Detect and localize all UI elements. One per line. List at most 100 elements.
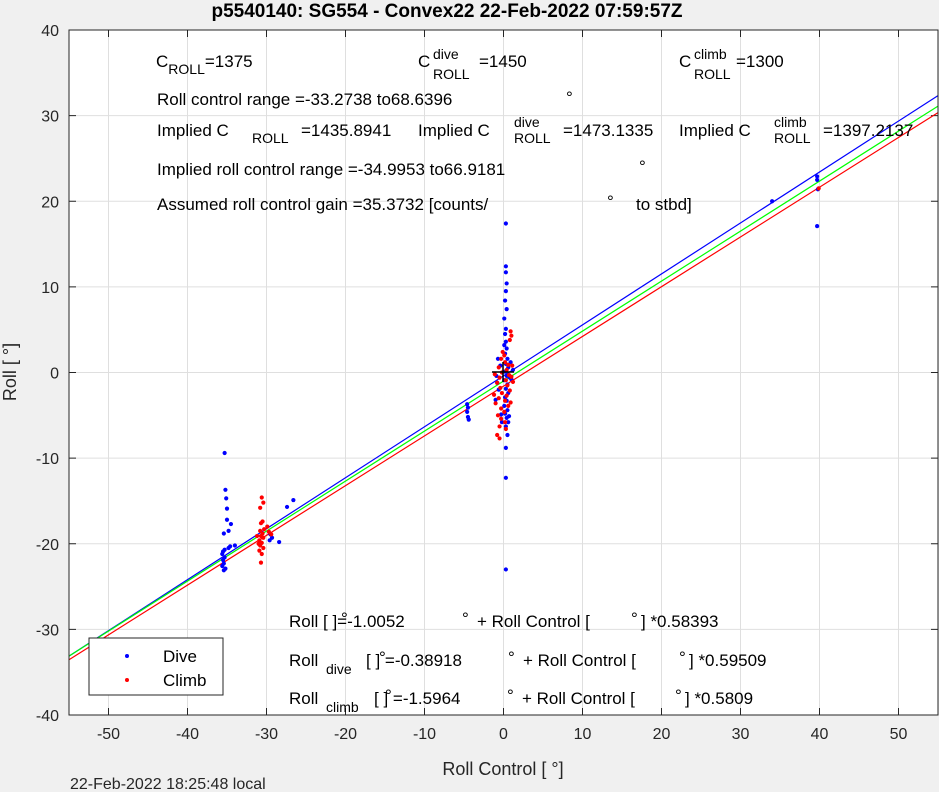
climb-point bbox=[510, 379, 516, 385]
svg-text:Roll control range =-33.2738 t: Roll control range =-33.2738 to68.6396 bbox=[157, 90, 452, 109]
svg-text:Assumed roll control gain =35.: Assumed roll control gain =35.3732 [coun… bbox=[157, 195, 489, 214]
svg-text:=1435.8941: =1435.8941 bbox=[301, 121, 391, 140]
legend-climb-marker bbox=[125, 678, 129, 682]
x-tick-label: 10 bbox=[574, 726, 592, 743]
data-points bbox=[220, 174, 821, 573]
x-tick-label: -30 bbox=[255, 726, 278, 743]
svg-text:dive: dive bbox=[514, 114, 540, 130]
dive-point bbox=[505, 408, 510, 413]
climb-point bbox=[509, 374, 514, 379]
svg-text:°: ° bbox=[607, 192, 614, 211]
svg-text:Implied C: Implied C bbox=[418, 121, 490, 140]
svg-text:climb: climb bbox=[694, 46, 727, 62]
x-tick-label: 20 bbox=[653, 726, 671, 743]
dive-point bbox=[224, 517, 230, 522]
climb-point bbox=[500, 349, 505, 355]
svg-text:C: C bbox=[418, 52, 430, 71]
calibration-annotations: CROLL=1375 C dive ROLL =1450 C climb ROL… bbox=[156, 46, 913, 214]
svg-text:ROLL: ROLL bbox=[433, 66, 470, 82]
climb-point bbox=[495, 380, 500, 385]
climb-point bbox=[269, 532, 274, 537]
dive-point bbox=[499, 420, 505, 425]
x-tick-label: -40 bbox=[176, 726, 199, 743]
dive-point bbox=[506, 414, 512, 419]
x-tick-label: -10 bbox=[413, 726, 436, 743]
dive-point bbox=[465, 405, 471, 410]
svg-text:°: ° bbox=[566, 88, 573, 107]
x-tick-label: 50 bbox=[890, 726, 908, 743]
climb-point bbox=[258, 560, 264, 565]
legend-dive-marker bbox=[125, 654, 129, 658]
climb-point bbox=[497, 375, 502, 380]
svg-text:dive: dive bbox=[326, 661, 352, 677]
dive-point bbox=[495, 356, 501, 361]
climb-point bbox=[261, 545, 266, 551]
dive-point bbox=[502, 403, 507, 408]
dive-point bbox=[220, 563, 225, 569]
dive-point bbox=[510, 367, 516, 373]
dive-point bbox=[465, 409, 470, 414]
climb-point bbox=[259, 551, 264, 557]
dive-point bbox=[503, 326, 508, 331]
svg-text:climb: climb bbox=[326, 699, 359, 715]
y-tick-label: 30 bbox=[41, 109, 59, 126]
climb-point bbox=[502, 420, 508, 425]
dive-point bbox=[504, 307, 509, 312]
origin-marker bbox=[492, 362, 514, 382]
svg-text:Roll: Roll bbox=[289, 651, 318, 670]
dive-point bbox=[221, 568, 226, 573]
climb-point bbox=[510, 363, 515, 368]
dive-point bbox=[465, 402, 470, 407]
svg-text:] *0.5809: ] *0.5809 bbox=[685, 689, 753, 708]
svg-text:°: ° bbox=[379, 648, 386, 667]
dive-point bbox=[502, 343, 507, 348]
svg-text:dive: dive bbox=[433, 46, 459, 62]
dive-point bbox=[503, 445, 508, 450]
dive-point bbox=[503, 475, 508, 480]
dive-point bbox=[503, 386, 508, 391]
y-tick-label: -10 bbox=[36, 451, 59, 468]
svg-text:[ ] =-0.38918: [ ] =-0.38918 bbox=[366, 651, 462, 670]
dive-point bbox=[493, 397, 498, 402]
dive-point bbox=[770, 199, 775, 204]
x-tick-label: 0 bbox=[499, 726, 508, 743]
fit-equations: Roll [ ]=-1.0052 ° ° + Roll Control [ ° … bbox=[289, 609, 767, 715]
dive-point bbox=[226, 528, 231, 534]
y-tick-label: -40 bbox=[36, 708, 59, 725]
climb-point bbox=[508, 329, 513, 334]
climb-point bbox=[507, 388, 512, 393]
climb-point bbox=[496, 396, 501, 401]
climb-point bbox=[495, 432, 500, 438]
climb-point bbox=[499, 416, 504, 421]
svg-text:Implied C: Implied C bbox=[679, 121, 751, 140]
climb-point bbox=[492, 372, 497, 377]
dive-point bbox=[502, 316, 507, 321]
climb-point bbox=[258, 505, 263, 510]
svg-text:°: ° bbox=[675, 686, 682, 705]
legend-dive-label: Dive bbox=[163, 647, 197, 666]
dive-point bbox=[503, 289, 508, 294]
climb-point bbox=[502, 409, 507, 414]
climb-point bbox=[256, 541, 261, 546]
climb-point bbox=[261, 535, 266, 540]
svg-text:Implied roll control range =-3: Implied roll control range =-34.9953 to6… bbox=[157, 160, 505, 179]
legend: Dive Climb bbox=[88, 637, 224, 696]
climb-point bbox=[258, 521, 264, 526]
dive-point bbox=[505, 356, 510, 361]
climb-point bbox=[257, 548, 262, 553]
climb-point bbox=[496, 365, 501, 370]
svg-text:] *0.59509: ] *0.59509 bbox=[689, 651, 767, 670]
svg-text:=1300: =1300 bbox=[736, 52, 784, 71]
climb-point bbox=[499, 390, 505, 396]
dive-point bbox=[503, 264, 508, 269]
climb-point bbox=[816, 186, 821, 191]
svg-text:°: ° bbox=[639, 157, 646, 176]
svg-text:+ Roll Control [: + Roll Control [ bbox=[522, 689, 635, 708]
dive-point bbox=[815, 174, 820, 179]
climb-point bbox=[502, 360, 508, 365]
svg-text:°: ° bbox=[341, 609, 348, 628]
x-axis-label: Roll Control [ °] bbox=[442, 759, 563, 779]
y-tick-label: -20 bbox=[36, 537, 59, 554]
climb-point bbox=[491, 392, 497, 397]
